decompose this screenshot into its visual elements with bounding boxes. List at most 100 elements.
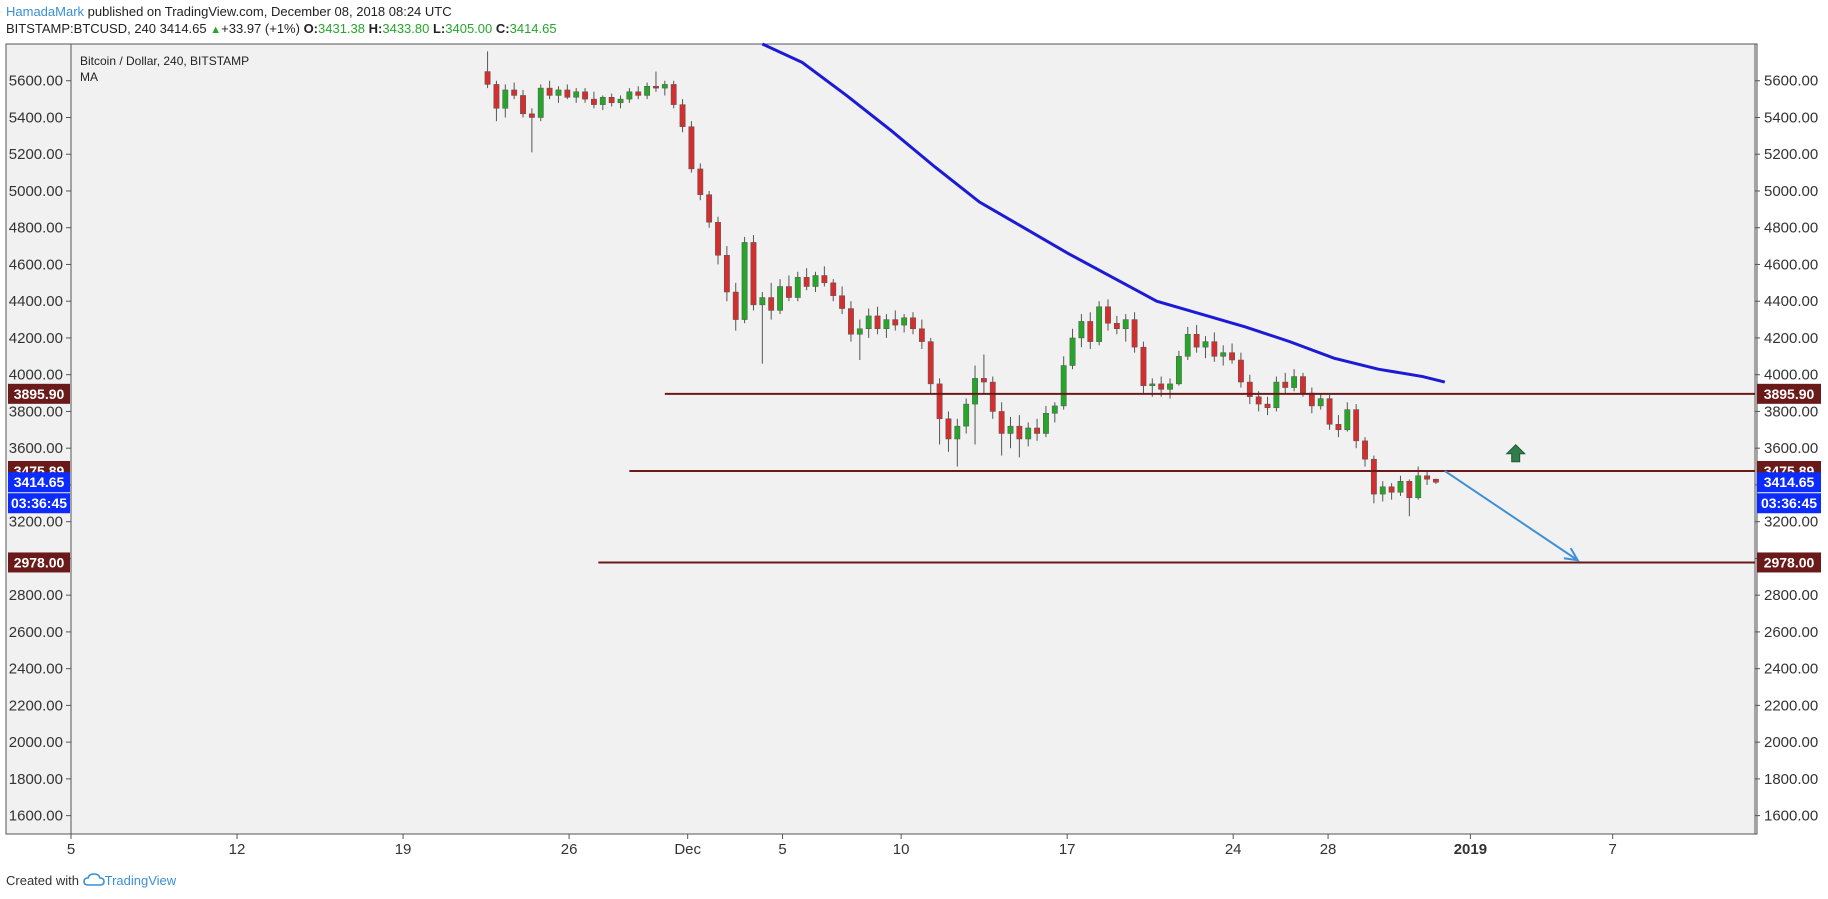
candle-down (1353, 409, 1360, 442)
y-tick-label-right: 3200.00 (1764, 514, 1818, 531)
author-link[interactable]: HamadaMark (6, 4, 85, 19)
candle-up (555, 89, 562, 96)
x-tick-label: 2019 (1454, 841, 1487, 858)
price-change: +33.97 (+1%) (221, 21, 300, 36)
candle-up (1167, 383, 1173, 390)
candle-down (750, 242, 757, 306)
y-tick-label-right: 2000.00 (1764, 734, 1818, 751)
x-tick-label: 26 (561, 841, 578, 858)
candle-down (1424, 475, 1430, 480)
close-value: 3414.65 (509, 21, 557, 36)
y-tick-label-left: 3600.00 (9, 440, 63, 457)
drawings[interactable] (1444, 443, 1580, 562)
candle-up (1379, 486, 1386, 495)
y-tick-label-right: 5000.00 (1764, 183, 1818, 200)
footer: Created with TradingView (6, 873, 176, 890)
current-price-label-right: 3414.65 (1764, 474, 1815, 490)
candle-down (520, 95, 526, 115)
candle-up (865, 315, 872, 330)
candle-up (1202, 341, 1209, 348)
candle-up (1397, 481, 1404, 493)
candle-down (1246, 381, 1253, 397)
candle-down (1326, 398, 1333, 425)
level-price-tag-right (1757, 383, 1821, 404)
y-tick-label-left: 4000.00 (9, 367, 63, 384)
candle-down (1113, 323, 1120, 330)
moving-average (761, 42, 1446, 384)
y-tick-label-right: 2800.00 (1764, 587, 1818, 604)
candle-up (1273, 381, 1280, 409)
current-price-tag-left (8, 472, 70, 493)
y-tick-label-right: 3600.00 (1764, 440, 1818, 457)
candle-down (918, 328, 925, 342)
time-axis[interactable]: 5 12 19 26 Dec 5 10 17 24 28 2019 7 (67, 834, 1617, 858)
y-tick-label-left: 4400.00 (9, 293, 63, 310)
candle-down (670, 84, 677, 105)
y-tick-label-left: 5200.00 (9, 146, 63, 163)
candle-up (1069, 337, 1076, 366)
y-tick-label-right: 5200.00 (1764, 146, 1818, 163)
candle-up (599, 97, 606, 105)
candle-down (564, 89, 571, 98)
y-tick-label-right: 1800.00 (1764, 771, 1818, 788)
candle-down (848, 308, 854, 335)
candle-down (1308, 392, 1315, 407)
level-price-label-left: 3895.90 (14, 386, 65, 402)
left-price-axis[interactable]: 1600.00 1800.00 2000.00 2200.00 2400.00 2600.… (9, 73, 71, 825)
candle-down (1300, 376, 1306, 394)
candle-down (1282, 381, 1289, 388)
y-tick-label-right: 1600.00 (1764, 808, 1818, 825)
candle-down (635, 91, 642, 96)
candle-down (892, 319, 899, 326)
candle-down (484, 71, 491, 85)
projection-arrow-head (1563, 547, 1580, 562)
x-tick-label: Dec (674, 841, 701, 858)
candle-down (945, 418, 952, 440)
candle-down (528, 113, 535, 118)
candle-up (1060, 365, 1067, 407)
candle-down (1087, 321, 1094, 342)
right-price-axis[interactable]: 1600.00 1800.00 2000.00 2200.00 2400.00 2600.… (1755, 73, 1818, 825)
x-tick-label: 5 (778, 841, 786, 858)
candle-down (1388, 486, 1395, 493)
created-with-label: Created with (6, 873, 79, 888)
candle-down (546, 87, 553, 96)
x-tick-label: 28 (1320, 841, 1337, 858)
y-tick-label-left: 3800.00 (9, 403, 63, 420)
low-label: L: (432, 21, 446, 36)
candle-down (1406, 481, 1413, 499)
candle-down (927, 341, 934, 385)
low-value: 3405.00 (445, 21, 493, 36)
ma-line (761, 42, 1446, 384)
tradingview-brand[interactable]: TradingView (104, 873, 177, 888)
candle-up (1007, 425, 1014, 434)
candle-up (1317, 398, 1324, 407)
candle-up (1051, 405, 1058, 414)
x-tick-label: 24 (1225, 841, 1242, 858)
y-tick-label-left: 1800.00 (9, 771, 63, 788)
candle-up (1043, 413, 1049, 434)
candle-down (910, 317, 916, 330)
candle-up (759, 297, 766, 306)
candle-down (697, 168, 704, 195)
candle-up (1025, 427, 1032, 440)
y-tick-label-left: 1600.00 (9, 808, 63, 825)
candle-up (1291, 376, 1298, 388)
level-price-label-right: 2978.00 (1764, 554, 1815, 570)
y-tick-label-right: 2600.00 (1764, 624, 1818, 641)
y-tick-label-right: 4400.00 (1764, 293, 1818, 310)
candle-up (812, 275, 819, 287)
chart-pane[interactable] (5, 43, 1758, 835)
candle-up (573, 91, 580, 98)
countdown-tag-right (1757, 493, 1821, 514)
candle-up (883, 319, 890, 330)
candle-down (1229, 352, 1235, 361)
candle-down (1362, 440, 1368, 460)
y-tick-label-left: 5400.00 (9, 109, 63, 126)
candle-down (608, 97, 615, 104)
candle-down (821, 275, 828, 284)
high-label: H: (368, 21, 383, 36)
candle-down (679, 104, 686, 127)
